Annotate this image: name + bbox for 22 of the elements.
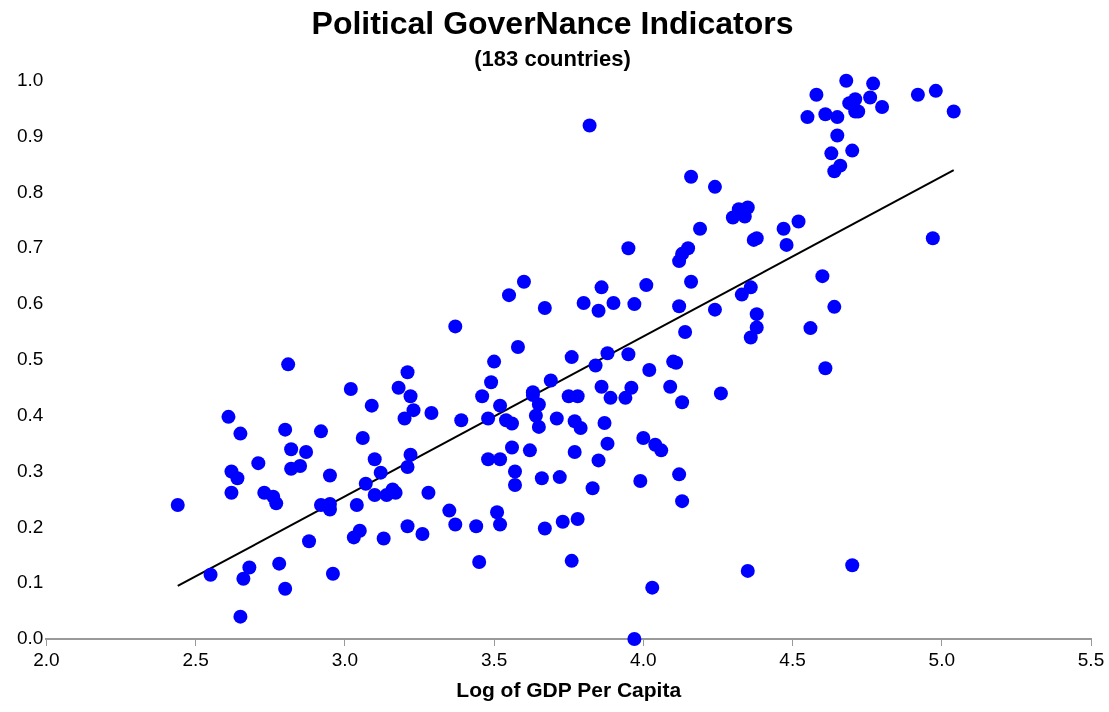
- y-tick-label: 0.8: [16, 180, 44, 202]
- y-tick-label: 0.9: [16, 124, 44, 146]
- x-tick-label: 2.0: [33, 648, 60, 670]
- y-tick-label: 0.5: [16, 348, 44, 370]
- x-tick-label: 3.5: [480, 648, 508, 670]
- x-tick-label: 3.0: [331, 648, 359, 670]
- y-tick-label: 0.4: [16, 403, 44, 425]
- x-tick-label: 4.0: [630, 648, 657, 670]
- x-axis-title: Log of GDP Per Capita: [456, 678, 682, 702]
- y-tick-label: 1.0: [16, 69, 44, 91]
- x-tick-label: 2.5: [182, 648, 209, 670]
- x-tick-label: 5.0: [928, 648, 955, 670]
- y-tick-label: 0.2: [16, 515, 44, 537]
- y-tick-label: 0.6: [16, 292, 44, 314]
- y-tick-label: 0.3: [16, 459, 44, 481]
- x-tick-label: 4.5: [779, 648, 806, 670]
- y-tick-label: 0.7: [16, 236, 44, 258]
- y-tick-label: 0.1: [16, 571, 44, 593]
- chart-subtitle: (183 countries): [474, 45, 631, 71]
- y-tick-label: 0.0: [16, 627, 44, 649]
- x-tick-label: 5.5: [1077, 648, 1105, 670]
- chart-title: Political GoverNance Indicators: [311, 5, 794, 42]
